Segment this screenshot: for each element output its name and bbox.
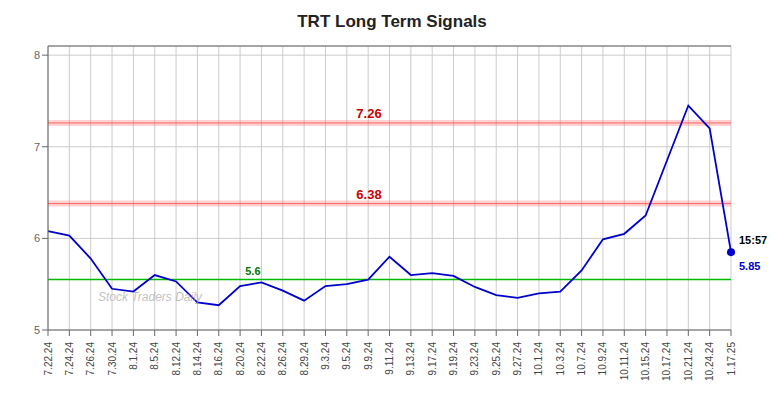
svg-text:9.11.24: 9.11.24 <box>384 342 395 375</box>
svg-text:8.20.24: 8.20.24 <box>235 342 246 376</box>
svg-text:9.3.24: 9.3.24 <box>320 342 331 370</box>
svg-text:8.26.24: 8.26.24 <box>277 342 288 376</box>
html-text:Stock Traders Daily: Stock Traders Daily <box>98 290 202 304</box>
svg-text:9.27.24: 9.27.24 <box>512 342 523 376</box>
svg-text:6.38: 6.38 <box>356 187 381 202</box>
svg-text:9.25.24: 9.25.24 <box>491 342 502 376</box>
svg-text:7.26.24: 7.26.24 <box>85 342 96 376</box>
svg-text:8.5.24: 8.5.24 <box>149 342 160 370</box>
svg-text:10.1.24: 10.1.24 <box>533 342 544 376</box>
svg-text:9.23.24: 9.23.24 <box>469 342 480 376</box>
svg-text:10.21.24: 10.21.24 <box>683 342 694 381</box>
svg-text:8.1.24: 8.1.24 <box>128 342 139 370</box>
svg-text:8.29.24: 8.29.24 <box>299 342 310 376</box>
svg-text:9.19.24: 9.19.24 <box>448 342 459 376</box>
svg-text:15:57: 15:57 <box>739 234 767 246</box>
svg-text:9.17.24: 9.17.24 <box>427 342 438 376</box>
svg-text:10.15.24: 10.15.24 <box>640 342 651 381</box>
svg-text:8.12.24: 8.12.24 <box>171 342 182 376</box>
html-text:TRT Long Term Signals: TRT Long Term Signals <box>297 12 487 31</box>
svg-text:7: 7 <box>34 141 40 153</box>
svg-text:8.22.24: 8.22.24 <box>256 342 267 376</box>
svg-text:5.85: 5.85 <box>739 260 760 272</box>
svg-text:1.17.25: 1.17.25 <box>726 342 737 376</box>
svg-text:10.24.24: 10.24.24 <box>704 342 715 381</box>
svg-text:9.13.24: 9.13.24 <box>405 342 416 376</box>
svg-text:9.5.24: 9.5.24 <box>341 342 352 370</box>
svg-text:9.9.24: 9.9.24 <box>363 342 374 370</box>
svg-text:8.14.24: 8.14.24 <box>192 342 203 376</box>
svg-text:10.17.24: 10.17.24 <box>661 342 672 381</box>
svg-text:10.7.24: 10.7.24 <box>576 342 587 376</box>
svg-text:10.11.24: 10.11.24 <box>619 342 630 381</box>
svg-text:6: 6 <box>34 232 40 244</box>
svg-text:10.3.24: 10.3.24 <box>555 342 566 376</box>
svg-text:8.16.24: 8.16.24 <box>213 342 224 376</box>
svg-text:10.9.24: 10.9.24 <box>597 342 608 376</box>
svg-text:7.30.24: 7.30.24 <box>107 342 118 376</box>
svg-text:7.24.24: 7.24.24 <box>64 342 75 376</box>
svg-text:8: 8 <box>34 49 40 61</box>
svg-text:7.26: 7.26 <box>356 106 381 121</box>
svg-text:5.6: 5.6 <box>245 265 260 277</box>
svg-text:5: 5 <box>34 324 40 336</box>
svg-text:7.22.24: 7.22.24 <box>43 342 54 376</box>
